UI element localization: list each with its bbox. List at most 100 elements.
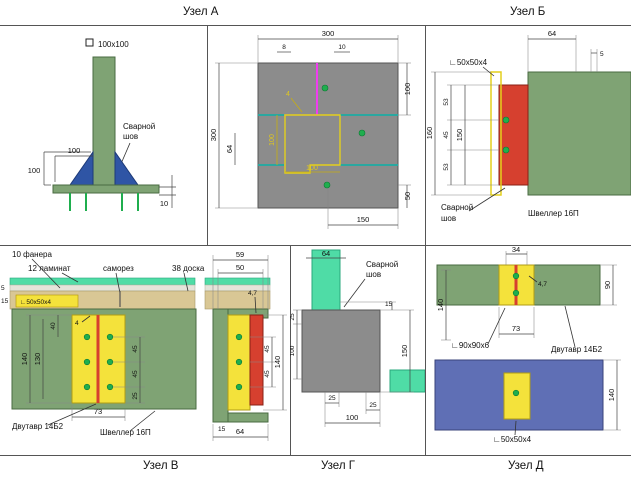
dim-lines [434, 38, 597, 195]
angle-90-label: ∟90x90x6 [451, 341, 490, 350]
weld-leader [343, 278, 366, 308]
dim-100-footprint-h: 100 [306, 165, 318, 172]
board-leader [183, 272, 189, 292]
dim-160: 160 [425, 127, 434, 140]
dim-100-horizontal: 100 [68, 146, 81, 155]
screw-leader [115, 272, 121, 294]
side-dim-lines [213, 259, 284, 438]
laminate-leader [61, 272, 79, 283]
gusset-right [114, 150, 139, 186]
channel-web-side [212, 308, 229, 423]
laminate-layer-right [204, 277, 271, 286]
dim-4-7: 4,7 [248, 290, 257, 297]
dim-64-bottom: 64 [236, 427, 244, 436]
dim-150-bottom: 150 [357, 215, 370, 224]
dim-100-bottom: 100 [346, 413, 359, 422]
ibeam-leader [47, 403, 97, 426]
channel-label: Швеллер 16П [100, 428, 151, 437]
dim-140-right: 140 [607, 389, 616, 402]
dim-4-7-leader [254, 296, 257, 314]
node-a-title: Узел А [183, 6, 219, 18]
bolts-side [235, 333, 243, 391]
dim-5: 5 [600, 51, 604, 58]
ibeam-leader [564, 305, 576, 348]
dim-73: 73 [94, 407, 102, 416]
angle-label: ∟50x50x4 [449, 58, 488, 67]
panel-node-d: 34 4,7 90 140 73 ∟90x90x6 Двутавр 14Б2 1… [434, 245, 621, 444]
laminate-layer [9, 277, 196, 286]
column-footprint-outline [284, 114, 341, 174]
yellow-dim-lines [276, 97, 340, 173]
dim-100-footprint-v: 100 [269, 134, 276, 146]
dim-150: 150 [400, 345, 409, 358]
dim-59: 59 [236, 250, 244, 259]
dim-45-b: 45 [132, 370, 139, 378]
panel-node-v: 10 фанера 12 ламинат саморез 38 доска ∟5… [1, 250, 287, 441]
weld-label-1: Сварной [441, 203, 473, 212]
dim-40: 40 [50, 322, 57, 330]
board-layer-right [204, 290, 271, 310]
node-d-title: Узел Д [508, 460, 544, 472]
panel-node-a-elevation: 100x100 Сварной шов 100 100 10 [28, 38, 176, 211]
dim-15: 15 [385, 301, 393, 308]
channel-label: Швеллер 16П [528, 209, 579, 218]
weld-label-2: шов [366, 270, 381, 279]
dim-140-right: 140 [273, 356, 282, 369]
dim-4-weld: 4 [75, 320, 79, 327]
beam [389, 369, 425, 393]
channel-flange-lines [258, 114, 398, 166]
dim-10: 10 [338, 44, 346, 51]
dim-lines-top [445, 253, 614, 340]
extension-lines-bottom [603, 359, 621, 431]
plywood-layer [9, 284, 196, 292]
dim-25-left: 25 [290, 313, 296, 321]
profile-size-label: 100x100 [98, 40, 129, 49]
left-extension-lines [26, 314, 72, 404]
weld-label-2: шов [441, 214, 456, 223]
base-plate [52, 184, 160, 194]
dim-15-bottom: 15 [218, 426, 226, 433]
ibeam-label: Двутавр 14Б2 [12, 422, 64, 431]
beam [527, 71, 631, 196]
angle-profile-outline [490, 71, 502, 196]
dim-15: 15 [1, 298, 9, 305]
dim-25-bottom-1: 25 [328, 395, 336, 402]
plate [301, 309, 381, 393]
weld-label-2: шов [123, 132, 138, 141]
dim-64-left: 64 [225, 145, 234, 153]
dim-34: 34 [512, 245, 520, 254]
dim-100-left: 100 [290, 345, 296, 356]
extension-lines [215, 35, 411, 229]
angle-50-label: ∟50x50x4 [493, 435, 532, 444]
left-dim-lines [29, 315, 59, 403]
weld-leader [468, 187, 506, 212]
grid-line-v2 [425, 25, 426, 455]
ibeam-label: Двутавр 14Б2 [551, 345, 603, 354]
square-profile-icon [85, 38, 94, 47]
dim-50: 50 [236, 263, 244, 272]
grid-line-top [0, 25, 631, 26]
dim-4-7: 4,7 [538, 281, 547, 288]
dim-90: 90 [603, 281, 612, 289]
weld-4-leader [81, 315, 91, 323]
dim-lines [218, 38, 408, 226]
gusset-left [69, 150, 94, 186]
dim-73: 73 [512, 324, 520, 333]
dim-25: 25 [132, 392, 139, 400]
dim-300-left: 300 [209, 129, 218, 142]
dim-150: 150 [455, 129, 464, 142]
angle-leader [482, 66, 495, 77]
anchor-bolts [69, 193, 139, 211]
grid-line-bottom [0, 455, 631, 456]
dim-lines [296, 302, 411, 424]
board-label: 38 доска [172, 264, 205, 273]
weld-label-1: Сварной [123, 122, 155, 131]
end-plate-red [498, 84, 529, 186]
bolts [502, 116, 510, 154]
node-v-title: Узел В [143, 460, 179, 472]
angle-50-leader [514, 420, 517, 436]
bottom-extension-lines [71, 405, 126, 421]
grid-line-middle [0, 245, 631, 246]
bolts-top [512, 272, 520, 297]
